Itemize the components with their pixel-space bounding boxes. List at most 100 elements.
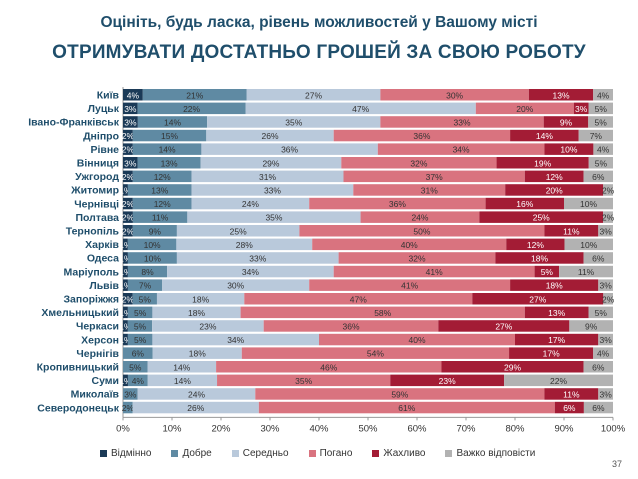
category-label: Луцьк [88,103,120,115]
bar-segment [152,333,319,346]
bar-segment [244,293,473,305]
bar-segment [127,265,168,278]
data-label: 1% [119,376,132,386]
bar-segment [544,143,594,155]
category-label: Миколаїв [71,389,120,401]
bar-segment [137,102,246,115]
data-label: 8% [141,267,154,277]
bar-segment [123,361,148,373]
data-label: 3% [575,104,588,114]
data-label: 7% [139,281,152,291]
data-label: 6% [563,403,576,413]
data-label: 1% [119,186,132,196]
data-label: 13% [553,90,570,100]
bar-segment [156,293,245,305]
data-label: 12% [546,172,563,182]
data-label: 20% [546,186,563,196]
bar-segment [147,361,217,373]
bar-segment [176,238,313,251]
data-label: 35% [265,213,282,223]
bar-segment [187,211,361,223]
bar-segment [603,293,613,305]
data-label: 6% [592,172,605,182]
bar-segment [132,225,177,237]
data-label: 33% [249,254,266,264]
data-label: 24% [242,199,259,209]
data-label: 30% [227,281,244,291]
data-label: 25% [230,226,247,236]
data-label: 6% [592,362,605,372]
bar-segment [309,279,511,291]
data-label: 29% [504,362,521,372]
data-label: 32% [410,158,427,168]
data-label: 18% [188,308,205,318]
bar-segment [559,265,613,278]
bar-segment [137,157,201,169]
legend-swatch [100,450,107,457]
data-label: 11% [563,390,580,400]
bar-segment [142,89,247,101]
bar-segment [544,388,599,400]
bar-segment [485,197,564,210]
bar-segment [263,320,439,332]
bar-segment [390,374,505,387]
bar-segment [123,279,128,291]
legend-label: Жахливо [383,448,426,459]
bar-segment [123,102,138,115]
data-label: 5% [134,308,147,318]
data-label: 3% [600,390,613,400]
data-label: 1% [119,322,132,332]
data-label: 20% [516,104,533,114]
data-label: 27% [495,322,512,332]
bar-segment [258,401,555,414]
data-label: 5% [541,267,554,277]
x-tick-label: 0% [116,423,130,434]
data-label: 1% [119,254,132,264]
data-label: 14% [536,131,553,141]
data-label: 22% [550,376,567,386]
data-label: 4% [597,90,610,100]
bar-segment [515,333,599,346]
bar-segment [207,116,381,128]
data-label: 35% [295,376,312,386]
data-label: 36% [413,131,430,141]
bar-segment [123,293,133,305]
data-label: 12% [154,172,171,182]
data-label: 34% [242,267,259,277]
legend-label: Відмінно [111,448,152,459]
bar-segment [353,184,506,196]
data-label: 2% [602,186,615,196]
bar-segment [588,306,613,319]
data-label: 33% [454,118,471,128]
legend-label: Погано [319,448,353,459]
data-label: 2% [122,294,135,304]
data-label: 18% [546,281,563,291]
data-label: 27% [305,90,322,100]
x-tick-label: 30% [260,423,280,434]
data-label: 3% [600,281,613,291]
data-label: 12% [527,240,544,250]
bar-segment [123,157,138,169]
category-label: Кропивницький [37,362,119,374]
bar-segment [312,238,507,251]
data-label: 61% [398,403,415,413]
data-label: 26% [261,131,278,141]
bar-segment [583,252,613,264]
data-label: 2% [122,172,135,182]
data-label: 3% [124,118,137,128]
category-label: Северодонецьк [37,402,119,414]
data-label: 1% [119,335,132,345]
bar-segment [319,333,515,346]
data-label: 9% [149,226,162,236]
bar-segment [123,170,133,183]
x-tick-label: 20% [211,423,231,434]
legend-swatch [308,450,316,457]
data-label: 12% [154,199,171,209]
data-label: 14% [159,145,176,155]
category-label: Полтава [75,212,119,224]
data-label: 5% [595,158,608,168]
data-label: 47% [350,294,367,304]
bar-segment [506,238,565,251]
bar-segment [123,252,128,264]
data-label: 10% [560,145,577,155]
